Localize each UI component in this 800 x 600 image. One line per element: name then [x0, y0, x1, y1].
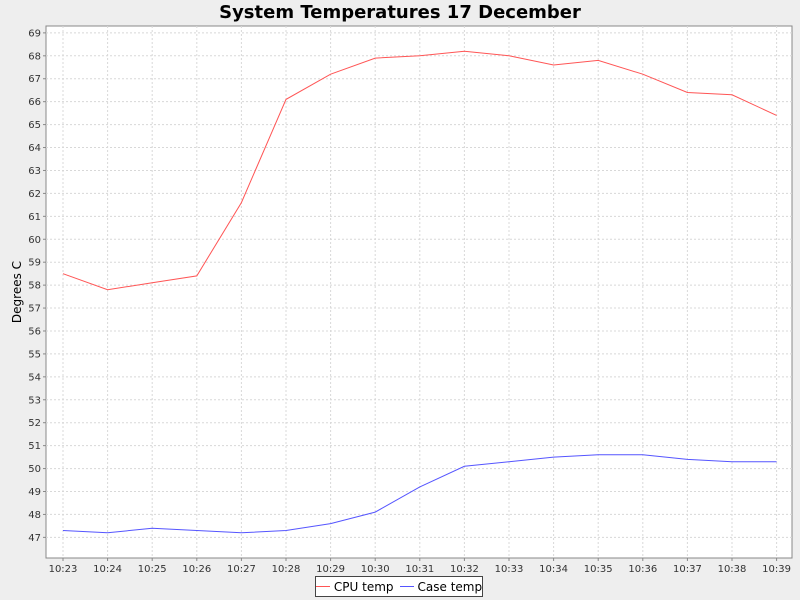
x-tick-label: 10:29: [316, 564, 345, 575]
y-tick-label: 64: [28, 143, 41, 154]
y-tick-label: 49: [28, 487, 41, 498]
x-tick-label: 10:37: [673, 564, 702, 575]
x-tick-label: 10:34: [539, 564, 568, 575]
y-tick-label: 60: [28, 235, 41, 246]
x-tick-label: 10:27: [227, 564, 256, 575]
x-tick-label: 10:33: [495, 564, 524, 575]
y-tick-label: 48: [28, 510, 41, 521]
x-tick-label: 10:35: [584, 564, 613, 575]
x-tick-label: 10:26: [182, 564, 211, 575]
x-tick-label: 10:24: [93, 564, 122, 575]
y-tick-label: 69: [28, 28, 41, 39]
legend-label-cpu: CPU temp: [333, 579, 394, 594]
x-tick-label: 10:36: [628, 564, 657, 575]
y-axis-label: Degrees C: [10, 261, 24, 323]
x-axis: 10:23 10:24 10:25 10:26 10:27 10:28 10:29 10:30…: [49, 558, 791, 575]
x-tick-label: 10:28: [272, 564, 301, 575]
y-axis: 47 48 49 50 51 52 53 54 55 56 57 58 59 60 61 62 63 64 65 66…: [28, 28, 46, 544]
y-tick-label: 53: [28, 395, 41, 406]
chart-title: System Temperatures 17 December: [219, 2, 581, 23]
y-tick-label: 51: [28, 441, 41, 452]
y-tick-label: 50: [28, 464, 41, 475]
series-lines: [62, 50, 777, 534]
y-tick-label: 66: [28, 97, 41, 108]
y-tick-label: 67: [28, 74, 41, 85]
x-tick-label: 10:23: [49, 564, 78, 575]
legend-swatch-case: [399, 586, 414, 587]
y-tick-label: 58: [28, 281, 41, 292]
y-tick-label: 57: [28, 304, 41, 315]
x-tick-label: 10:32: [450, 564, 479, 575]
y-tick-label: 56: [28, 326, 41, 337]
x-tick-label: 10:31: [405, 564, 434, 575]
y-tick-label: 62: [28, 189, 41, 200]
y-tick-label: 63: [28, 166, 41, 177]
y-tick-label: 47: [28, 533, 41, 544]
plot-area: [45, 25, 793, 559]
legend-item-case: Case temp: [399, 579, 483, 594]
x-tick-label: 10:30: [361, 564, 390, 575]
y-tick-label: 54: [28, 372, 41, 383]
x-tick-label: 10:39: [762, 564, 791, 575]
series-line-cpu-temp: [62, 50, 777, 291]
legend-swatch-cpu: [315, 586, 330, 587]
y-tick-label: 55: [28, 349, 41, 360]
y-tick-label: 68: [28, 51, 41, 62]
y-tick-label: 61: [28, 212, 41, 223]
y-tick-label: 52: [28, 418, 41, 429]
series-line-case-temp: [62, 454, 777, 534]
y-tick-label: 65: [28, 120, 41, 131]
legend-item-cpu: CPU temp: [315, 579, 394, 594]
y-tick-label: 59: [28, 258, 41, 269]
legend-label-case: Case temp: [417, 579, 483, 594]
x-tick-label: 10:25: [138, 564, 167, 575]
x-tick-label: 10:38: [718, 564, 747, 575]
legend: CPU temp Case temp: [315, 576, 483, 597]
gridlines: [46, 26, 792, 558]
